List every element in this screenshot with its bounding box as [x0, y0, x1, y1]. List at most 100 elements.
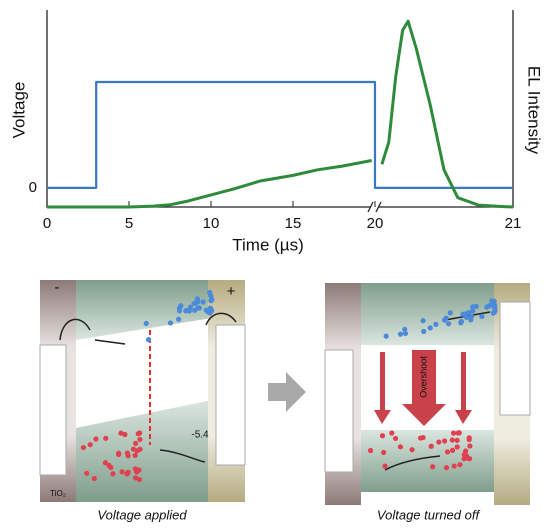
y-tick-label: 0: [29, 179, 37, 196]
carrier: [409, 447, 415, 453]
series-line: [47, 19, 514, 209]
caption: Voltage turned off: [377, 507, 481, 522]
carrier: [382, 463, 388, 469]
carrier: [132, 475, 139, 481]
label: TiO₂: [50, 489, 66, 498]
label: -5.4: [191, 430, 209, 441]
x-tick-label: 10: [203, 215, 220, 232]
axis-break: [367, 201, 382, 213]
arrow: [384, 455, 441, 471]
carrier: [465, 455, 471, 461]
carrier: [392, 435, 399, 442]
y-axis-title: Voltage: [9, 82, 28, 139]
slab: [39, 344, 67, 476]
x-tick-label: 5: [125, 215, 133, 232]
band: [76, 400, 212, 502]
carrier: [132, 452, 138, 459]
carrier: [443, 315, 449, 321]
arrow: [205, 312, 237, 326]
carrier: [194, 296, 200, 302]
carrier: [449, 447, 456, 453]
carrier: [470, 308, 476, 314]
carrier: [93, 436, 99, 442]
carrier: [427, 325, 433, 331]
carrier: [187, 304, 194, 310]
carrier: [461, 452, 467, 458]
carrier: [397, 331, 404, 337]
carrier: [133, 440, 139, 446]
carrier: [446, 321, 452, 327]
x-axis-title: Time (µs): [232, 235, 304, 254]
carrier: [122, 431, 128, 438]
carrier: [447, 310, 453, 316]
carrier: [379, 433, 386, 439]
carrier: [143, 320, 149, 327]
carrier: [492, 302, 498, 308]
arrow: [268, 372, 306, 412]
carrier: [110, 471, 116, 477]
carrier: [402, 326, 408, 332]
carrier: [116, 451, 122, 458]
carrier: [430, 464, 436, 470]
carrier: [118, 430, 124, 436]
slab: [324, 349, 354, 473]
carrier: [428, 443, 434, 449]
carrier: [102, 460, 108, 466]
arrows: [374, 350, 472, 426]
arrow: [59, 318, 91, 341]
carrier: [137, 446, 143, 452]
arrow: [94, 339, 126, 345]
label: -: [55, 279, 60, 296]
y2-axis-title: EL Intensity: [525, 66, 544, 155]
x-tick-label: 15: [285, 215, 302, 232]
carrier: [402, 330, 409, 337]
carrier: [458, 320, 464, 326]
carrier: [91, 475, 97, 482]
x-tick-label: 0: [43, 215, 51, 232]
slab: [499, 301, 531, 416]
chart: Time (µs) Voltage EL Intensity 0 5 10 15 20 2…: [9, 10, 544, 254]
carrier: [196, 305, 202, 311]
carrier: [200, 299, 206, 305]
series-line: [47, 80, 513, 189]
carrier: [383, 333, 389, 339]
carrier: [457, 462, 463, 468]
carrier: [450, 430, 457, 436]
carrier: [466, 436, 472, 443]
carrier: [484, 304, 490, 310]
carrier: [470, 304, 476, 310]
band: [361, 283, 496, 345]
carrier: [444, 449, 451, 455]
carrier: [488, 302, 494, 308]
carrier: [119, 469, 125, 475]
carrier: [490, 310, 496, 316]
carrier: [461, 456, 467, 462]
label: Overshoot: [418, 356, 428, 398]
carrier: [454, 444, 460, 450]
slab: [215, 324, 246, 466]
label: +: [227, 283, 236, 300]
carrier: [397, 444, 404, 450]
carrier: [381, 449, 387, 456]
carrier: [449, 437, 455, 443]
arrow: [159, 449, 206, 463]
x-tick-label: 21: [505, 215, 522, 232]
carrier: [454, 437, 460, 443]
carriers: [80, 289, 215, 483]
carrier: [433, 321, 439, 327]
carrier: [442, 438, 448, 444]
band: [361, 430, 496, 492]
carrier: [136, 476, 143, 483]
carrier: [84, 470, 90, 476]
carrier: [87, 442, 93, 448]
carrier: [443, 465, 450, 471]
carrier: [451, 463, 457, 469]
carrier: [491, 298, 497, 304]
carrier: [479, 313, 485, 320]
carrier: [134, 469, 140, 475]
carrier: [467, 443, 473, 449]
carrier: [417, 435, 424, 441]
carrier: [389, 430, 395, 436]
caption: Voltage applied: [97, 507, 187, 522]
